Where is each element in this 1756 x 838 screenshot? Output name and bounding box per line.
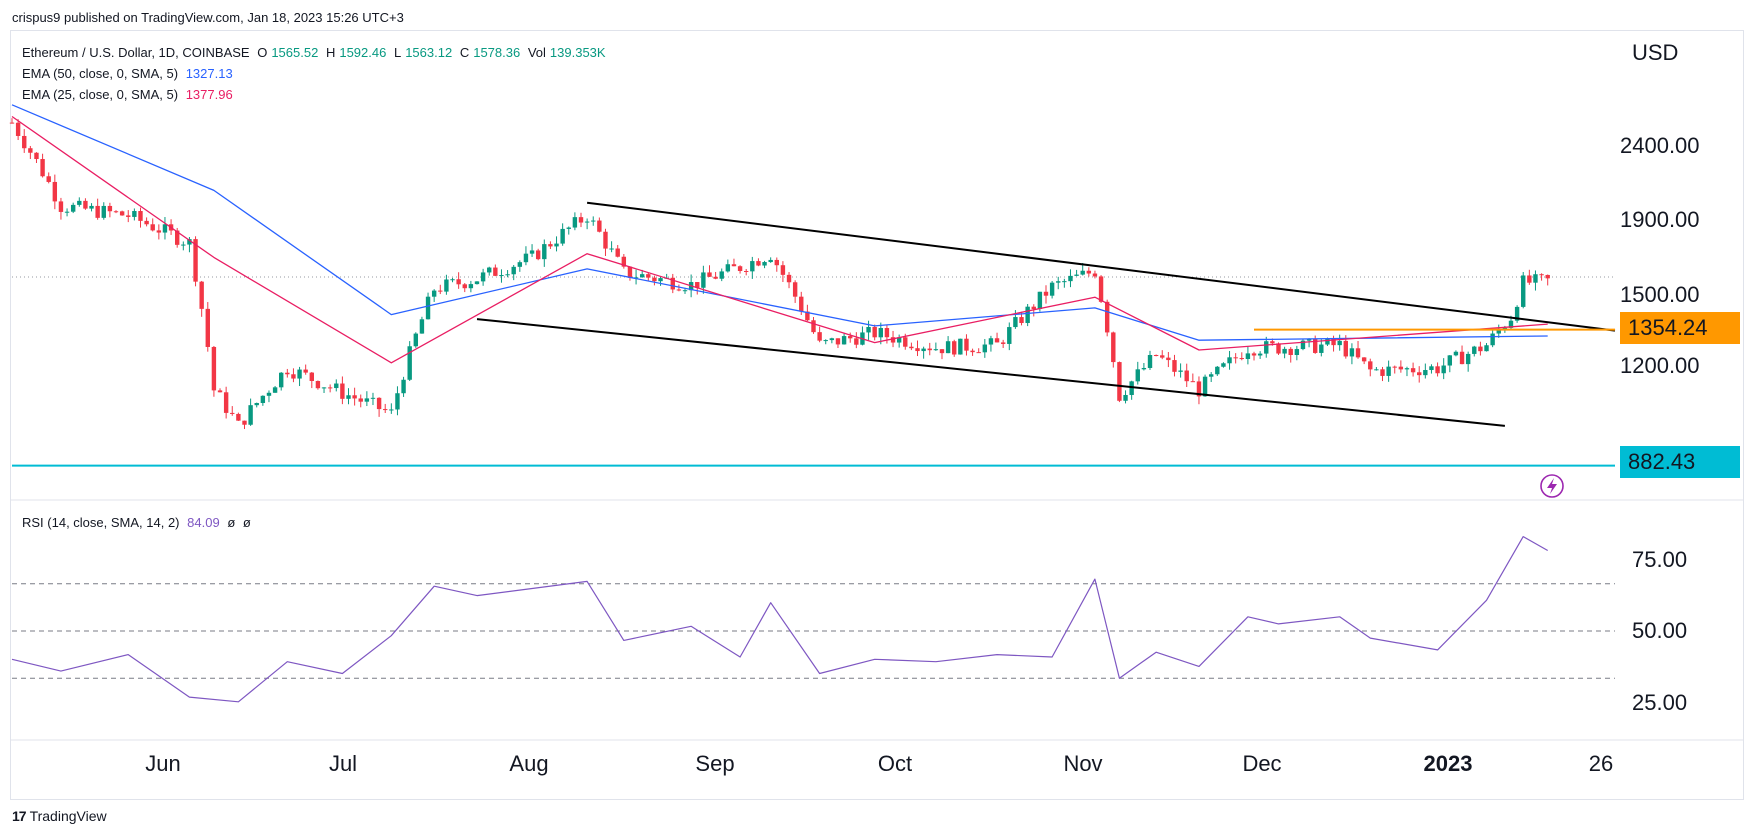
vol-label: Vol [527,45,546,60]
time-label-2023: 2023 [1423,751,1473,776]
price-tick-2400: 2400.00 [1620,133,1700,158]
time-label-jul: Jul [328,751,358,776]
close-label: C [459,45,470,60]
time-label-oct: Oct [877,751,913,776]
close-value: 1578.36 [473,45,521,60]
tradingview-brand: TradingView [29,808,107,824]
ema25-label: EMA (25, close, 0, SMA, 5) [22,87,179,102]
time-label-sep: Sep [695,751,735,776]
low-value: 1563.12 [405,45,453,60]
rsi-tick-75: 75.00 [1632,547,1688,572]
ema25-value: 1377.96 [185,87,233,102]
rsi-tick-25: 25.00 [1632,690,1688,715]
high-label: H [325,45,336,60]
high-value: 1592.46 [339,45,387,60]
chart-frame [10,30,1744,800]
price-badge-resistance: 1354.24 [1620,312,1740,344]
rsi-tick-50: 50.00 [1632,618,1688,643]
ema50-legend[interactable]: EMA (50, close, 0, SMA, 5) 1327.13 [22,66,237,81]
time-label-dec: Dec [1242,751,1282,776]
currency-label: USD [1632,40,1679,65]
open-label: O [257,45,268,60]
ema50-value: 1327.13 [185,66,233,81]
ema50-label: EMA (50, close, 0, SMA, 5) [22,66,179,81]
time-label-nov: Nov [1063,751,1103,776]
symbol-legend[interactable]: Ethereum / U.S. Dollar, 1D, COINBASE O 15… [22,45,610,60]
rsi-value: 84.09 [187,515,220,530]
time-label-jun: Jun [145,751,181,776]
time-label-26: 26 [1588,751,1614,776]
open-value: 1565.52 [271,45,319,60]
published-by: crispus9 published on TradingView.com, J… [12,10,404,25]
ema25-legend[interactable]: EMA (25, close, 0, SMA, 5) 1377.96 [22,87,237,102]
price-tick-1900: 1900.00 [1620,207,1700,232]
rsi-extra-1: ø [227,515,236,530]
price-tick-1200: 1200.00 [1620,353,1700,378]
vol-value: 139.353K [549,45,606,60]
symbol-title: Ethereum / U.S. Dollar, 1D, COINBASE [22,45,250,60]
tradingview-logo-icon: 17 [12,808,27,824]
rsi-extra-2: ø [242,515,251,530]
low-label: L [393,45,402,60]
time-label-aug: Aug [509,751,549,776]
rsi-label: RSI (14, close, SMA, 14, 2) [22,515,180,530]
price-badge-support: 882.43 [1620,446,1740,478]
tradingview-footer[interactable]: 17 TradingView [12,808,107,824]
price-tick-1500: 1500.00 [1620,282,1700,307]
rsi-legend[interactable]: RSI (14, close, SMA, 14, 2) 84.09 ø ø [22,515,255,530]
